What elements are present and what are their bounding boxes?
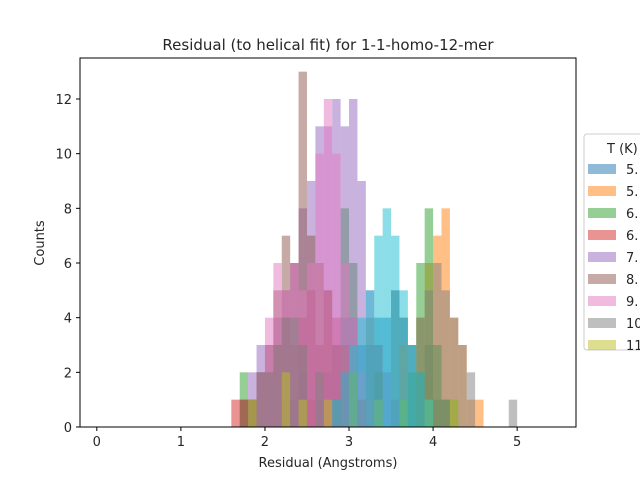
legend: T (K) 5. 5. 6. 6. 7. 8. 9. 10 11 bbox=[583, 133, 640, 354]
histogram-bar bbox=[424, 399, 434, 427]
histogram-bar bbox=[424, 290, 434, 427]
histogram-bar bbox=[475, 399, 484, 427]
histogram-bar bbox=[407, 345, 417, 427]
legend-label: 5. bbox=[626, 163, 638, 178]
histogram-bar bbox=[323, 399, 333, 427]
histogram-bar bbox=[399, 290, 408, 427]
y-tick-label: 6 bbox=[64, 257, 72, 272]
histogram-bar bbox=[391, 235, 400, 427]
histogram-bar bbox=[332, 399, 341, 427]
legend-swatch bbox=[588, 318, 616, 328]
legend-swatch bbox=[588, 274, 616, 284]
histogram-bar bbox=[264, 372, 274, 427]
histogram-bar bbox=[315, 372, 324, 427]
legend-swatch bbox=[588, 186, 616, 196]
histogram-bar bbox=[349, 99, 358, 427]
x-axis-label: Residual (Angstroms) bbox=[259, 456, 398, 471]
histogram-bar bbox=[433, 263, 442, 427]
histogram-bar bbox=[298, 345, 307, 427]
chart-title: Residual (to helical fit) for 1-1-homo-1… bbox=[162, 36, 494, 54]
legend-swatch bbox=[588, 340, 616, 350]
plot-frame bbox=[79, 57, 577, 428]
histogram-bar bbox=[290, 317, 299, 427]
legend-label: 7. bbox=[626, 251, 638, 266]
histogram-bar bbox=[340, 263, 350, 427]
histogram-bar bbox=[449, 399, 459, 427]
y-tick-label: 10 bbox=[55, 148, 72, 163]
histogram-bar bbox=[239, 399, 249, 427]
legend-label: 8. bbox=[626, 273, 638, 288]
histogram-bar bbox=[441, 290, 450, 427]
y-tick-label: 4 bbox=[64, 312, 72, 327]
histogram-bar bbox=[248, 399, 257, 427]
legend-swatch bbox=[588, 252, 616, 262]
legend-swatch bbox=[588, 164, 616, 174]
histogram-bar bbox=[374, 235, 383, 427]
x-tick-label: 3 bbox=[345, 435, 353, 450]
y-axis: 0 2 4 6 8 10 12 bbox=[55, 93, 80, 436]
y-tick-label: 2 bbox=[64, 366, 72, 381]
histogram-bar bbox=[306, 263, 316, 427]
histogram-bar bbox=[416, 317, 425, 427]
histogram-bar bbox=[281, 372, 291, 427]
y-tick-label: 8 bbox=[64, 202, 72, 217]
legend-title: T (K) bbox=[606, 142, 638, 157]
histogram-bar bbox=[231, 399, 240, 427]
histogram-bar bbox=[357, 317, 366, 427]
legend-label: 6. bbox=[626, 207, 638, 222]
histogram-bar bbox=[315, 153, 324, 427]
x-tick-label: 2 bbox=[261, 435, 269, 450]
x-axis: 0 1 2 3 4 5 bbox=[93, 427, 521, 450]
histogram-bar bbox=[382, 208, 392, 427]
legend-swatch bbox=[588, 296, 616, 306]
histogram-bar bbox=[340, 372, 350, 427]
y-tick-label: 12 bbox=[55, 93, 72, 108]
histogram-bar bbox=[298, 399, 307, 427]
legend-label: 9. bbox=[626, 295, 638, 310]
y-tick-label: 0 bbox=[64, 421, 72, 436]
legend-label: 11 bbox=[626, 339, 640, 354]
histogram-bar bbox=[466, 372, 476, 427]
legend-label: 10 bbox=[626, 317, 640, 332]
histogram-bar bbox=[449, 317, 459, 427]
histogram-bar bbox=[508, 399, 518, 427]
x-tick-label: 1 bbox=[177, 435, 185, 450]
histogram-bar bbox=[264, 317, 274, 427]
histogram-bar bbox=[273, 345, 282, 427]
x-tick-label: 5 bbox=[513, 435, 521, 450]
histogram-bar bbox=[256, 372, 265, 427]
histogram-bars bbox=[231, 71, 518, 428]
x-tick-label: 4 bbox=[429, 435, 437, 450]
y-axis-label: Counts bbox=[33, 220, 48, 266]
histogram-bar bbox=[357, 181, 366, 427]
histogram-bar bbox=[458, 345, 467, 427]
legend-swatch bbox=[588, 230, 616, 240]
x-tick-label: 0 bbox=[93, 435, 101, 450]
histogram-bar bbox=[298, 71, 307, 428]
histogram-bar bbox=[349, 345, 358, 427]
histogram-bar bbox=[323, 99, 333, 427]
histogram-bar bbox=[416, 372, 425, 427]
legend-swatch bbox=[588, 208, 616, 218]
legend-label: 5. bbox=[626, 185, 638, 200]
legend-label: 6. bbox=[626, 229, 638, 244]
histogram-bar bbox=[365, 290, 375, 427]
histogram-bar bbox=[281, 317, 291, 427]
histogram-bar bbox=[332, 153, 341, 427]
